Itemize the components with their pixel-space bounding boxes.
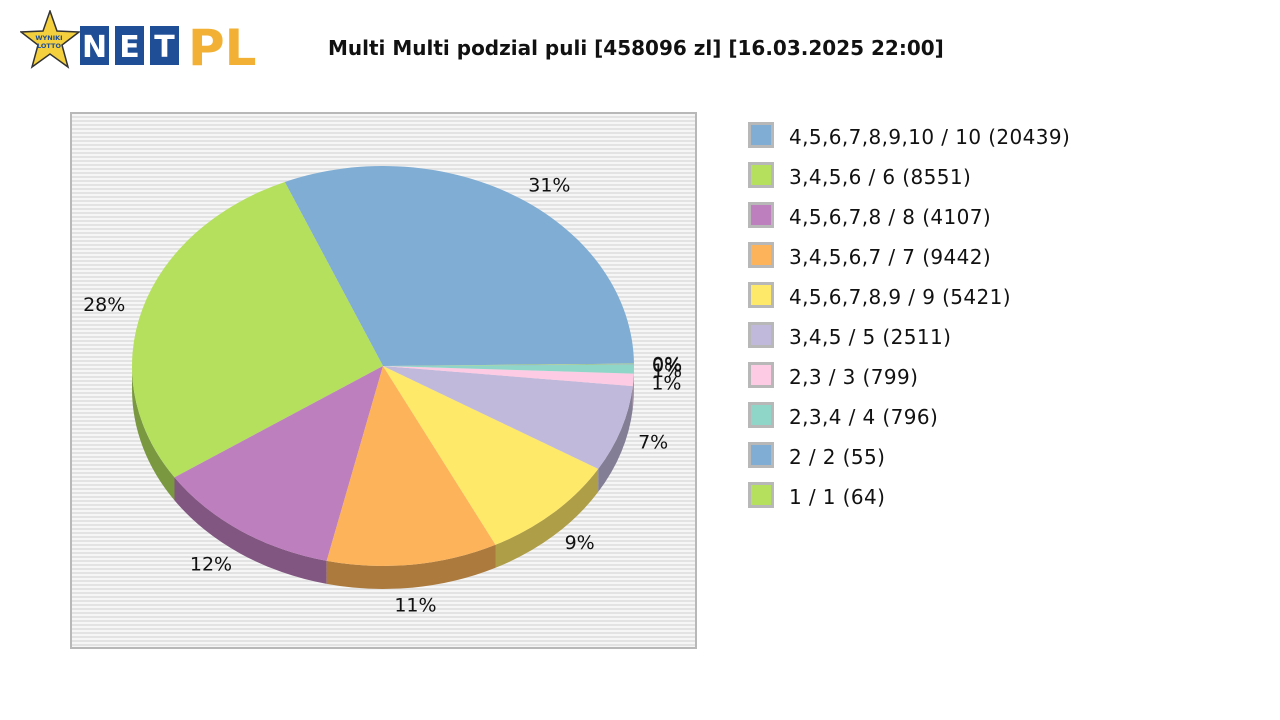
legend-swatch bbox=[748, 282, 774, 308]
legend-swatch bbox=[748, 482, 774, 508]
pie-slice-1 bbox=[131, 181, 383, 478]
pie-side-1 bbox=[132, 366, 175, 501]
legend-label: 2 / 2 (55) bbox=[789, 445, 886, 469]
net-wordmark: N E T bbox=[80, 26, 179, 65]
pie-depth bbox=[132, 366, 634, 589]
legend-label: 2,3 / 3 (799) bbox=[789, 365, 919, 389]
pie-label-9: 0% bbox=[652, 354, 682, 376]
pie-label-3: 11% bbox=[394, 594, 436, 616]
pie-slice-7 bbox=[383, 364, 634, 374]
legend-swatch bbox=[748, 402, 774, 428]
pie-label-7: 1% bbox=[652, 360, 682, 382]
pie-slice-3 bbox=[326, 366, 496, 566]
legend-swatch bbox=[748, 122, 774, 148]
legend-swatch bbox=[748, 242, 774, 268]
legend-label: 1 / 1 (64) bbox=[789, 485, 886, 509]
legend-swatch bbox=[748, 202, 774, 228]
pie-label-4: 9% bbox=[565, 532, 595, 554]
legend-label: 2,3,4 / 4 (796) bbox=[789, 405, 939, 429]
pie-label-6: 1% bbox=[651, 373, 681, 395]
net-letter-n: N bbox=[82, 30, 107, 65]
legend-label: 4,5,6,7,8 / 8 (4107) bbox=[789, 205, 992, 229]
pie-side-5 bbox=[598, 386, 633, 492]
pie-slice-9 bbox=[383, 363, 634, 366]
star-badge-icon: WYNIKI LOTTO bbox=[20, 10, 82, 69]
pie-chart: 31%28%12%11%9%7%1%1%0%0% bbox=[70, 112, 697, 649]
badge-line-1: WYNIKI bbox=[35, 34, 62, 42]
legend-label: 4,5,6,7,8,9,10 / 10 (20439) bbox=[789, 125, 1071, 149]
legend-swatch bbox=[748, 442, 774, 468]
pie-slice-6 bbox=[383, 366, 634, 387]
pie-label-0: 31% bbox=[528, 174, 570, 196]
net-letter-t: T bbox=[154, 30, 175, 65]
pie-label-8: 0% bbox=[652, 354, 682, 376]
pie-label-2: 12% bbox=[190, 554, 232, 576]
pie-side-2 bbox=[174, 477, 327, 584]
pl-wordmark: PL bbox=[188, 19, 257, 72]
pie-side-3 bbox=[326, 544, 496, 589]
legend-swatch bbox=[748, 322, 774, 348]
net-letter-e: E bbox=[119, 30, 140, 65]
pie-side-4 bbox=[495, 468, 599, 568]
legend-label: 3,4,5 / 5 (2511) bbox=[789, 325, 952, 349]
legend-label: 3,4,5,6 / 6 (8551) bbox=[789, 165, 972, 189]
pie-slice-2 bbox=[174, 366, 383, 561]
pie-slice-0 bbox=[284, 166, 634, 366]
pie-label-5: 7% bbox=[638, 432, 668, 454]
netpl-logo: WYNIKI LOTTO N E T PL bbox=[20, 10, 257, 72]
pie-slice-8 bbox=[383, 364, 634, 366]
pie-labels: 31%28%12%11%9%7%1%1%0%0% bbox=[83, 174, 682, 616]
pie-slice-4 bbox=[383, 366, 599, 545]
pie-slice-5 bbox=[383, 366, 633, 469]
legend-swatch bbox=[748, 362, 774, 388]
badge-line-2: LOTTO bbox=[37, 42, 61, 50]
legend-label: 4,5,6,7,8,9 / 9 (5421) bbox=[789, 285, 1011, 309]
pie-side-6 bbox=[632, 373, 634, 410]
legend-swatch bbox=[748, 162, 774, 188]
pie-slices bbox=[131, 166, 634, 566]
legend-label: 3,4,5,6,7 / 7 (9442) bbox=[789, 245, 992, 269]
pie-label-1: 28% bbox=[83, 294, 125, 316]
chart-title: Multi Multi podzial puli [458096 zl] [16… bbox=[328, 36, 944, 60]
